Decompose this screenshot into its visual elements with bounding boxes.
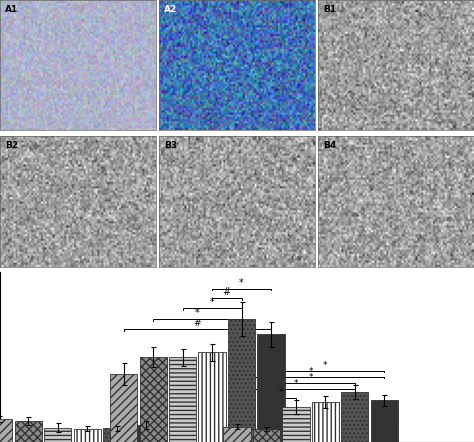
Text: *: * xyxy=(309,373,313,382)
Bar xyxy=(312,402,339,442)
Bar xyxy=(44,427,72,442)
Bar xyxy=(223,427,251,442)
Text: B2: B2 xyxy=(5,141,18,150)
Text: *: * xyxy=(239,278,244,288)
Bar xyxy=(257,334,284,442)
Bar xyxy=(341,392,368,442)
Text: *: * xyxy=(323,362,328,370)
Bar xyxy=(169,357,196,442)
Bar xyxy=(74,429,101,442)
Text: *: * xyxy=(210,297,214,307)
Text: *: * xyxy=(279,389,283,397)
Text: #: # xyxy=(223,287,231,297)
Bar xyxy=(0,419,12,442)
Text: *: * xyxy=(294,379,298,388)
Bar xyxy=(15,421,42,442)
Text: *: * xyxy=(309,367,313,377)
Text: A2: A2 xyxy=(164,5,177,14)
Bar xyxy=(103,428,130,442)
Bar xyxy=(371,400,398,442)
Text: B4: B4 xyxy=(323,141,336,150)
Text: B3: B3 xyxy=(164,141,177,150)
Text: *: * xyxy=(195,308,200,318)
Text: #: # xyxy=(193,319,201,328)
Bar xyxy=(110,374,137,442)
Bar xyxy=(253,429,280,442)
Bar xyxy=(228,319,255,442)
Text: B1: B1 xyxy=(323,5,336,14)
Text: A1: A1 xyxy=(5,5,18,14)
Bar xyxy=(139,357,167,442)
Bar xyxy=(199,352,226,442)
Bar xyxy=(283,407,310,442)
Bar xyxy=(133,425,160,442)
